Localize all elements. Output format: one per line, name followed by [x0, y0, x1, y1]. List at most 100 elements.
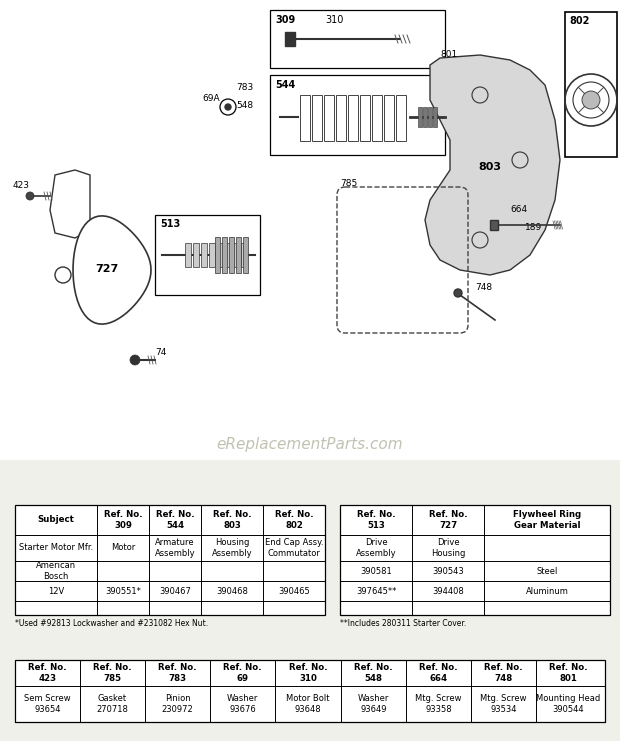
Text: 12V: 12V — [48, 586, 64, 596]
Text: 394408: 394408 — [432, 586, 464, 596]
Text: 390581: 390581 — [360, 567, 392, 576]
Text: Pinion
230972: Pinion 230972 — [162, 694, 193, 714]
Bar — [428, 107, 432, 127]
Bar — [418, 107, 422, 127]
Bar — [340, 505, 610, 615]
Text: 664: 664 — [510, 205, 527, 214]
Text: 74: 74 — [155, 348, 166, 357]
Text: Ref. No.
423: Ref. No. 423 — [28, 663, 67, 682]
Bar — [215, 237, 220, 273]
Text: Subject: Subject — [38, 516, 74, 525]
Bar — [490, 220, 498, 230]
Bar — [222, 237, 227, 273]
Text: 801: 801 — [440, 50, 458, 59]
Bar — [324, 95, 334, 141]
Text: Ref. No.
310: Ref. No. 310 — [289, 663, 327, 682]
Text: 802: 802 — [569, 16, 590, 26]
Text: 513: 513 — [160, 219, 180, 229]
Bar — [15, 660, 605, 722]
Text: Steel: Steel — [536, 567, 557, 576]
Text: 785: 785 — [340, 179, 357, 188]
Bar — [372, 95, 382, 141]
Bar — [433, 107, 437, 127]
Bar — [336, 95, 346, 141]
Bar — [0, 0, 620, 460]
Text: **Includes 280311 Starter Cover.: **Includes 280311 Starter Cover. — [340, 619, 466, 628]
Text: Starter Motor Mfr.: Starter Motor Mfr. — [19, 543, 93, 553]
Circle shape — [582, 91, 600, 109]
Text: Ref. No.
748: Ref. No. 748 — [484, 663, 523, 682]
Text: Mounting Head
390544: Mounting Head 390544 — [536, 694, 601, 714]
Text: 803: 803 — [479, 162, 502, 172]
Text: 390551*: 390551* — [105, 586, 141, 596]
Bar — [193, 243, 199, 267]
Circle shape — [454, 289, 462, 297]
Text: 390465: 390465 — [278, 586, 310, 596]
Bar — [233, 243, 239, 267]
Text: Ref. No.
664: Ref. No. 664 — [419, 663, 458, 682]
Bar — [209, 243, 215, 267]
Polygon shape — [425, 55, 560, 275]
Bar — [384, 95, 394, 141]
Text: Ref. No.
513: Ref. No. 513 — [356, 511, 396, 530]
Text: 544: 544 — [275, 80, 295, 90]
Text: 310: 310 — [325, 15, 343, 25]
Text: Washer
93676: Washer 93676 — [227, 694, 258, 714]
Bar — [270, 10, 445, 68]
Text: Flywheel Ring
Gear Material: Flywheel Ring Gear Material — [513, 511, 581, 530]
Text: Ref. No.
801: Ref. No. 801 — [549, 663, 588, 682]
Text: 69A: 69A — [202, 94, 220, 103]
Text: Ref. No.
803: Ref. No. 803 — [213, 511, 251, 530]
Bar — [360, 95, 370, 141]
Text: Mtg. Screw
93358: Mtg. Screw 93358 — [415, 694, 462, 714]
Bar — [348, 95, 358, 141]
Bar — [423, 107, 427, 127]
Circle shape — [26, 192, 34, 200]
Bar — [241, 243, 247, 267]
Bar — [185, 243, 191, 267]
Text: Ref. No.
309: Ref. No. 309 — [104, 511, 143, 530]
Text: Washer
93649: Washer 93649 — [358, 694, 389, 714]
Bar — [300, 95, 310, 141]
Text: 397645**: 397645** — [356, 586, 396, 596]
Text: Aluminum: Aluminum — [526, 586, 569, 596]
Text: 727: 727 — [95, 264, 118, 274]
Text: 189: 189 — [525, 223, 542, 232]
Text: Housing
Assembly: Housing Assembly — [211, 538, 252, 558]
Text: 309: 309 — [275, 15, 295, 25]
Bar — [229, 237, 234, 273]
Bar — [236, 237, 241, 273]
Text: 390468: 390468 — [216, 586, 248, 596]
Circle shape — [225, 104, 231, 110]
Bar — [217, 243, 223, 267]
Text: Ref. No.
727: Ref. No. 727 — [428, 511, 467, 530]
Bar — [243, 237, 248, 273]
Text: *Used #92813 Lockwasher and #231082 Hex Nut.: *Used #92813 Lockwasher and #231082 Hex … — [15, 619, 208, 628]
Bar — [225, 243, 231, 267]
Text: Ref. No.
783: Ref. No. 783 — [158, 663, 197, 682]
Bar — [15, 505, 325, 615]
Text: eReplacementParts.com: eReplacementParts.com — [216, 437, 404, 453]
Text: 748: 748 — [475, 283, 492, 292]
Text: Ref. No.
785: Ref. No. 785 — [93, 663, 132, 682]
Text: Sem Screw
93654: Sem Screw 93654 — [24, 694, 71, 714]
Circle shape — [130, 355, 140, 365]
Text: 390467: 390467 — [159, 586, 191, 596]
Text: 423: 423 — [13, 181, 30, 190]
Text: Ref. No.
69: Ref. No. 69 — [223, 663, 262, 682]
Bar — [155, 215, 260, 295]
Text: Drive
Assembly: Drive Assembly — [356, 538, 396, 558]
Bar — [285, 32, 295, 46]
Bar — [312, 95, 322, 141]
Text: Drive
Housing: Drive Housing — [431, 538, 465, 558]
Circle shape — [55, 267, 71, 283]
Text: Ref. No.
548: Ref. No. 548 — [354, 663, 393, 682]
Text: Mtg. Screw
93534: Mtg. Screw 93534 — [480, 694, 527, 714]
Text: Ref. No.
802: Ref. No. 802 — [275, 511, 313, 530]
Text: Gasket
270718: Gasket 270718 — [97, 694, 128, 714]
Text: Armature
Assembly: Armature Assembly — [154, 538, 195, 558]
Text: 390543: 390543 — [432, 567, 464, 576]
Text: American
Bosch: American Bosch — [36, 561, 76, 581]
Text: End Cap Assy.
Commutator: End Cap Assy. Commutator — [265, 538, 323, 558]
Text: Motor Bolt
93648: Motor Bolt 93648 — [286, 694, 330, 714]
